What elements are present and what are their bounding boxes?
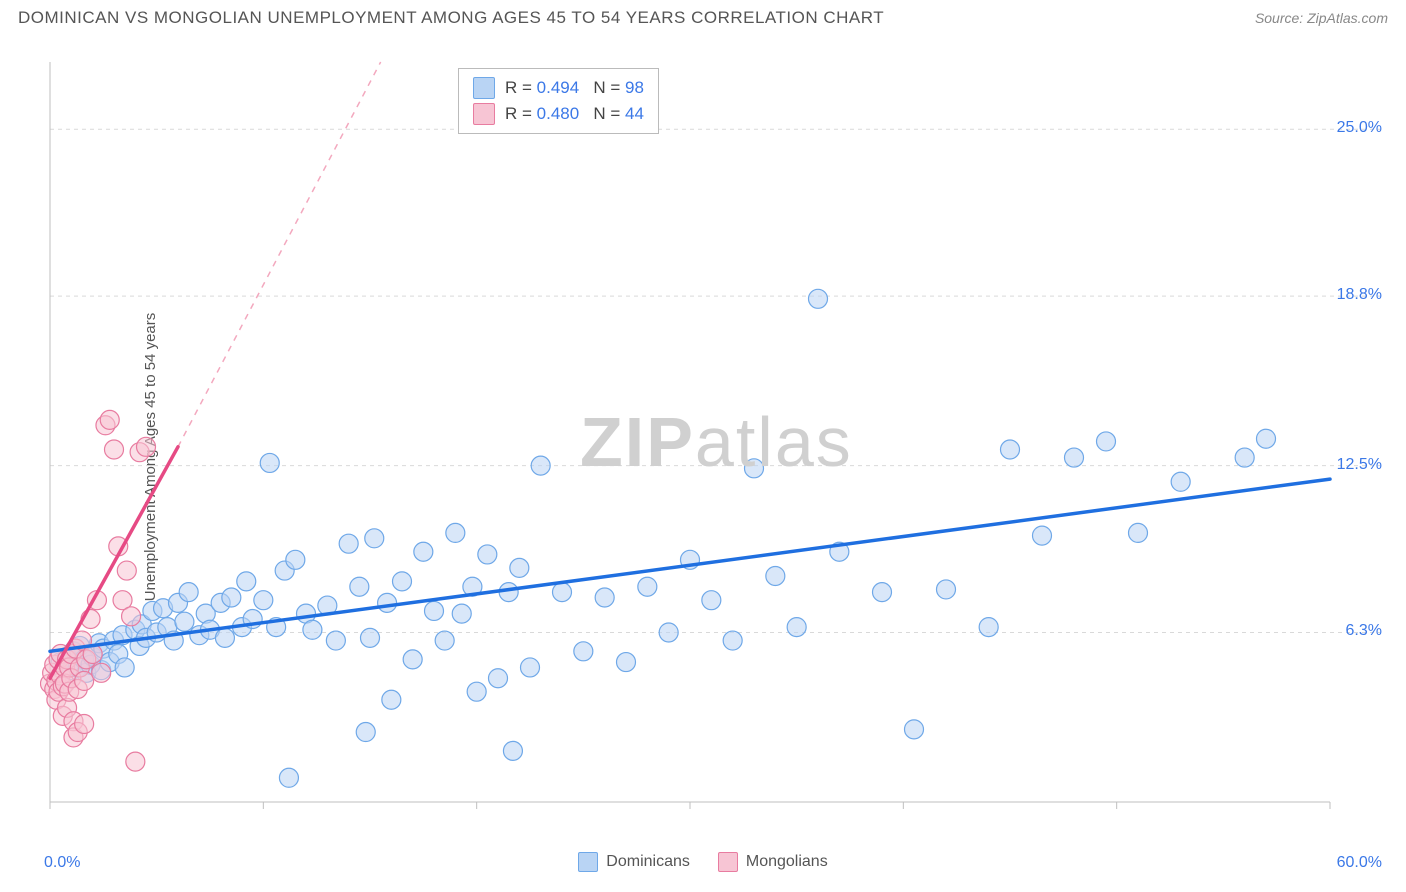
correlation-stats-box: R = 0.494 N = 98R = 0.480 N = 44 [458,68,659,134]
y-tick-label: 18.8% [1337,286,1382,304]
stat-row-dominicans: R = 0.494 N = 98 [473,75,644,101]
y-tick-label: 25.0% [1337,119,1382,137]
legend-mongolians: Mongolians [718,852,828,872]
swatch-blue [473,77,495,99]
stat-row-mongolians: R = 0.480 N = 44 [473,101,644,127]
series-legend: Dominicans Mongolians [0,852,1406,872]
scatter-plot [40,32,1390,842]
swatch-pink [473,103,495,125]
chart-area: Unemployment Among Ages 45 to 54 years Z… [0,32,1406,882]
y-tick-label: 6.3% [1346,622,1382,640]
chart-source: Source: ZipAtlas.com [1255,10,1388,26]
swatch-pink [718,852,738,872]
legend-dominicans: Dominicans [578,852,690,872]
y-tick-label: 12.5% [1337,456,1382,474]
swatch-blue [578,852,598,872]
chart-title: DOMINICAN VS MONGOLIAN UNEMPLOYMENT AMON… [18,8,884,28]
